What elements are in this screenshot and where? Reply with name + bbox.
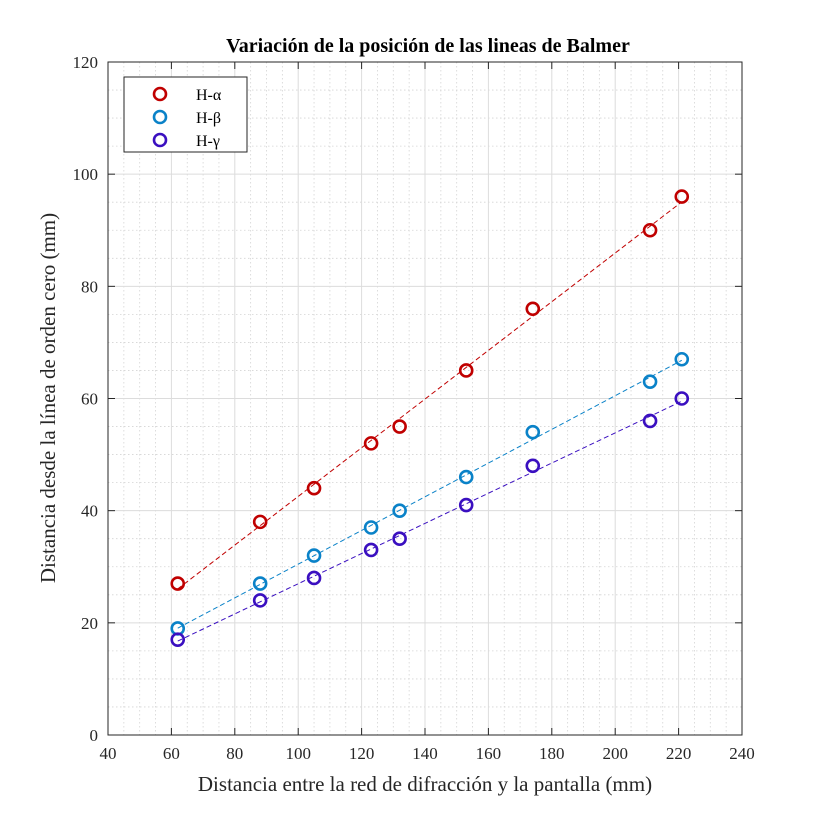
data-point-series-1 bbox=[642, 222, 658, 238]
y-tick-label: 40 bbox=[81, 502, 98, 521]
y-axis-label: Distancia desde la línea de orden cero (… bbox=[36, 213, 60, 583]
y-tick-label: 80 bbox=[81, 277, 98, 296]
data-point-series-1 bbox=[306, 480, 322, 496]
legend: H-α H-β H-γ bbox=[123, 76, 248, 153]
x-tick-label: 160 bbox=[476, 744, 502, 763]
data-point-series-1 bbox=[392, 419, 407, 434]
data-point-series-2 bbox=[674, 351, 690, 367]
data-point-series-3 bbox=[363, 542, 379, 558]
x-tick-label: 200 bbox=[602, 744, 628, 763]
x-tick-label: 120 bbox=[349, 744, 375, 763]
data-point-series-2 bbox=[306, 548, 322, 563]
data-point-series-1 bbox=[458, 363, 474, 378]
x-tick-label: 60 bbox=[163, 744, 180, 763]
data-point-series-2 bbox=[642, 374, 658, 389]
y-tick-label: 0 bbox=[90, 726, 99, 745]
data-point-series-2 bbox=[363, 520, 379, 535]
y-tick-labels: 0 20 40 60 80 100 120 bbox=[73, 53, 99, 745]
legend-marker-3 bbox=[152, 132, 168, 148]
legend-box bbox=[123, 76, 248, 153]
legend-label-3: H-γ bbox=[196, 133, 220, 150]
fit-line-3 bbox=[177, 400, 682, 642]
data-point-series-2 bbox=[525, 424, 541, 440]
x-tick-label: 140 bbox=[412, 744, 438, 763]
fit-line-1 bbox=[177, 201, 683, 590]
data-point-series-1 bbox=[525, 301, 541, 317]
data-point-series-3 bbox=[252, 593, 268, 608]
x-tick-label: 80 bbox=[226, 744, 243, 763]
x-tick-label: 100 bbox=[285, 744, 311, 763]
data-point-series-3 bbox=[674, 391, 690, 406]
data-point-series-2 bbox=[252, 576, 268, 591]
y-tick-label: 60 bbox=[81, 390, 98, 409]
data-point-series-3 bbox=[392, 531, 407, 547]
data-point-series-1 bbox=[363, 436, 379, 451]
chart-title: Variación de la posición de las lineas d… bbox=[226, 35, 630, 57]
x-tick-label: 40 bbox=[100, 744, 117, 763]
data-point-series-2 bbox=[458, 469, 474, 485]
x-axis-label: Distancia entre la red de difracción y l… bbox=[198, 772, 652, 796]
data-markers bbox=[170, 189, 690, 647]
data-point-series-3 bbox=[525, 458, 541, 474]
data-point-series-3 bbox=[170, 632, 186, 647]
data-point-series-1 bbox=[674, 189, 690, 204]
x-tick-label: 180 bbox=[539, 744, 565, 763]
data-point-series-3 bbox=[306, 570, 322, 586]
data-point-series-1 bbox=[170, 576, 186, 591]
legend-label-2: H-β bbox=[196, 110, 221, 127]
x-tick-label: 220 bbox=[666, 744, 692, 763]
x-tick-labels: 40 60 80 100 120 140 160 180 200 220 240 bbox=[100, 744, 755, 763]
data-point-series-2 bbox=[392, 503, 407, 518]
data-point-series-3 bbox=[642, 413, 658, 429]
legend-marker-1 bbox=[152, 86, 168, 102]
fit-lines bbox=[177, 201, 683, 642]
x-tick-label: 240 bbox=[729, 744, 755, 763]
y-tick-label: 120 bbox=[73, 53, 99, 72]
y-tick-label: 20 bbox=[81, 614, 98, 633]
y-tick-label: 100 bbox=[73, 165, 99, 184]
fit-line-2 bbox=[177, 359, 683, 629]
data-point-series-3 bbox=[458, 497, 474, 513]
data-point-series-1 bbox=[252, 514, 268, 530]
axis-ticks bbox=[107, 61, 743, 736]
legend-marker-2 bbox=[152, 109, 168, 125]
legend-label-1: H-α bbox=[196, 87, 222, 104]
